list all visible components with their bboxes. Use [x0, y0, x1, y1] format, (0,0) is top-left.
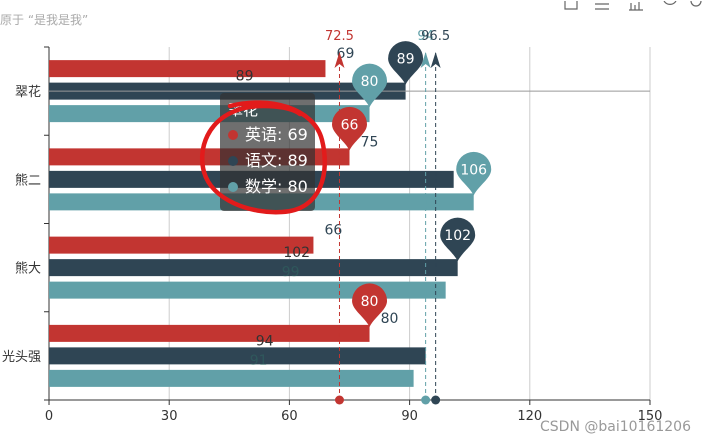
more-icon[interactable] — [690, 0, 702, 7]
data-label: 80 — [381, 311, 399, 327]
mark-point-label: 102 — [444, 228, 471, 244]
x-tick-label: 150 — [638, 409, 663, 424]
restore-icon[interactable] — [662, 0, 678, 6]
y-tick-label: 翠花 — [15, 84, 41, 100]
mark-point-label: 89 — [397, 52, 415, 68]
mark-line-label: 72.5 — [325, 29, 354, 44]
mark-line-arrow — [430, 52, 441, 68]
mark-point-pin — [332, 106, 367, 151]
tooltip-row: 数学: 80 — [245, 177, 308, 196]
data-label: 94 — [256, 333, 274, 349]
x-tick-label: 120 — [517, 409, 542, 424]
csdn-watermark: CSDN @bai10161206 — [540, 419, 691, 435]
bar — [49, 236, 314, 254]
mark-line-start — [431, 395, 441, 405]
bar — [49, 369, 414, 387]
mark-line-arrow — [420, 52, 431, 68]
tooltip-marker — [228, 130, 238, 140]
bar — [49, 281, 446, 299]
data-label: 99 — [282, 265, 300, 281]
mark-point-pin — [388, 41, 424, 85]
bar — [49, 60, 326, 78]
data-view-icon[interactable] — [594, 0, 610, 10]
mark-point-label: 80 — [361, 294, 379, 310]
tooltip-box — [220, 93, 315, 211]
chart-subtitle: 原于 “是我是我” — [0, 13, 89, 27]
data-label: 75 — [361, 134, 379, 150]
mark-point-pin — [352, 63, 388, 108]
bar — [49, 105, 370, 123]
annotation-circle — [199, 100, 327, 215]
data-label: 89 — [236, 69, 254, 85]
bar — [49, 347, 426, 365]
x-tick-label: 60 — [281, 409, 298, 424]
mark-line-label: 94 — [417, 29, 434, 44]
bar-chart-icon[interactable] — [628, 0, 644, 11]
mark-line-start — [421, 395, 431, 405]
mark-line-arrow — [334, 52, 345, 68]
tooltip-marker — [228, 182, 238, 192]
mark-line-start — [334, 395, 344, 405]
mark-point-label: 80 — [361, 74, 379, 90]
x-tick-label: 0 — [45, 409, 53, 424]
mark-point-label: 66 — [341, 117, 359, 133]
tooltip-row: 语文: 89 — [245, 151, 308, 170]
mark-point-pin — [440, 217, 476, 262]
data-label: 91 — [250, 353, 268, 369]
tooltip-marker — [228, 156, 238, 166]
x-tick-label: 90 — [401, 409, 418, 424]
mark-line-label: 96.5 — [421, 29, 450, 44]
y-tick-label: 熊大 — [15, 261, 41, 277]
data-label: 66 — [325, 223, 343, 239]
y-tick-label: 光头强 — [2, 350, 41, 365]
save-icon[interactable] — [564, 0, 578, 10]
bar — [49, 259, 458, 277]
mark-point-label: 106 — [460, 162, 487, 178]
mark-point-pin — [456, 151, 492, 196]
y-tick-label: 熊二 — [15, 172, 41, 188]
tooltip-row: 英语: 69 — [245, 125, 308, 144]
data-label: 102 — [283, 245, 310, 261]
bar — [49, 324, 370, 342]
mark-point-pin — [352, 283, 388, 327]
x-tick-label: 30 — [161, 409, 178, 424]
